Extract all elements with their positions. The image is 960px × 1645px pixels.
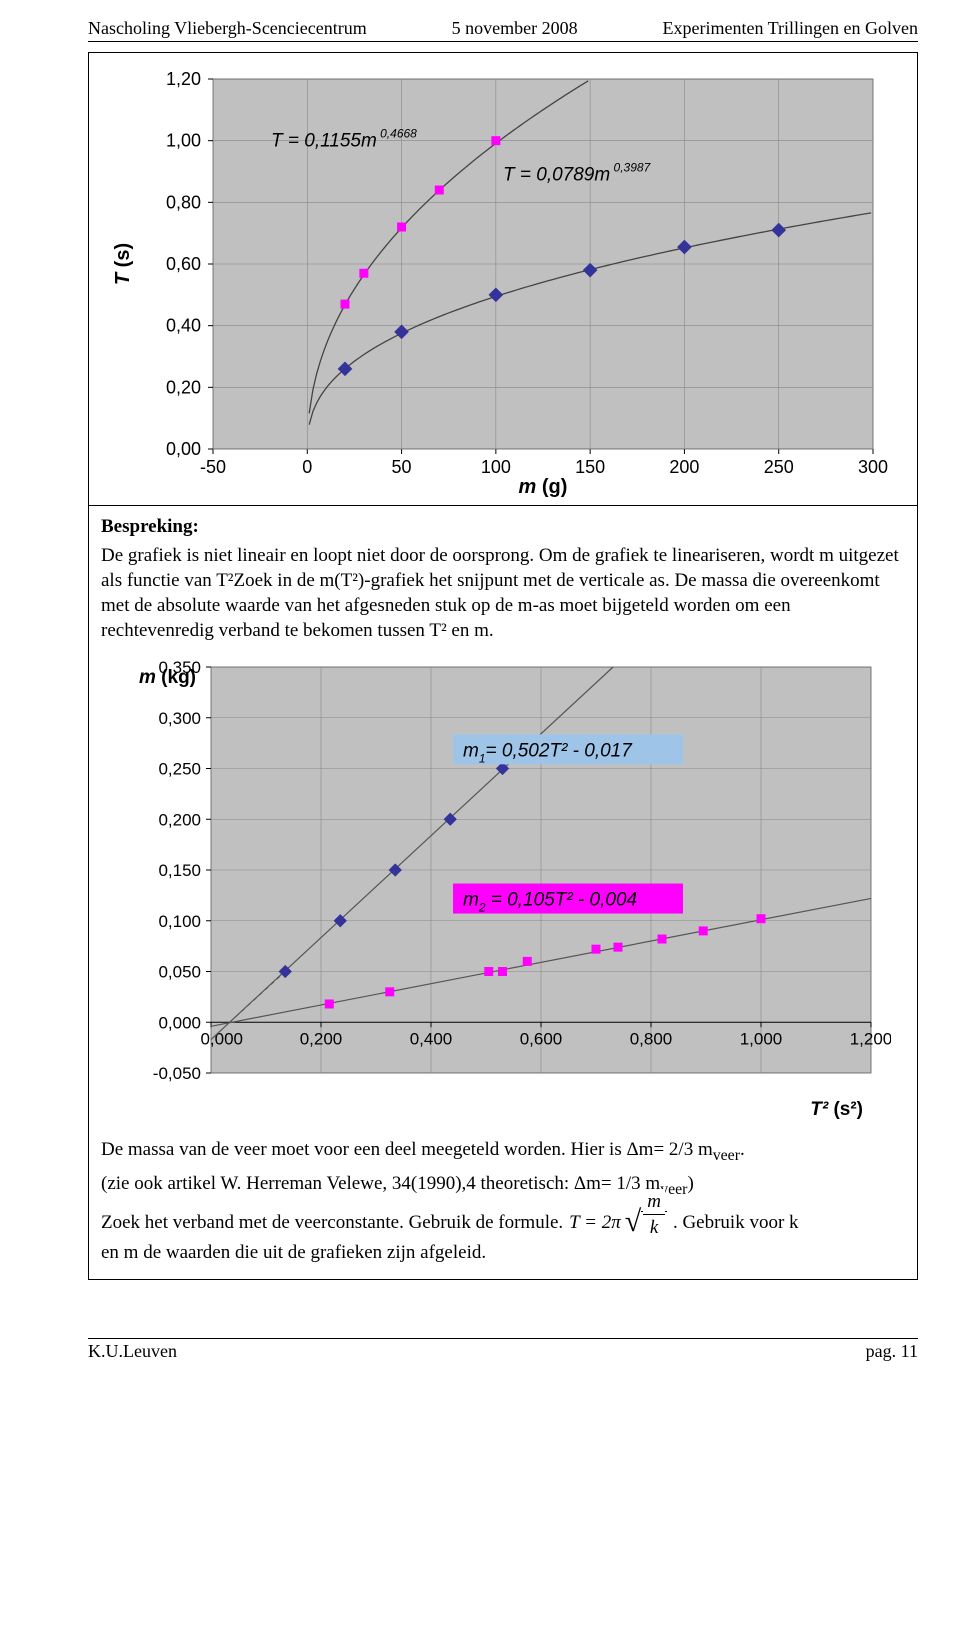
svg-text:1,200: 1,200	[850, 1030, 891, 1049]
header-left: Nascholing Vliebergh-Scenciecentrum	[88, 18, 367, 39]
svg-text:0,000: 0,000	[200, 1030, 243, 1049]
svg-text:0,20: 0,20	[166, 377, 201, 397]
discussion-p1: De grafiek is niet lineair en loopt niet…	[101, 543, 901, 643]
svg-text:0,200: 0,200	[158, 811, 201, 830]
sqrt-icon: √ m k	[625, 1205, 667, 1240]
svg-text:0,250: 0,250	[158, 760, 201, 779]
discussion-p5: en m de waarden die uit de grafieken zij…	[101, 1240, 901, 1265]
svg-text:1,20: 1,20	[166, 69, 201, 89]
svg-text:0,600: 0,600	[520, 1030, 563, 1049]
discussion-p3: (zie ook artikel W. Herreman Velewe, 34(…	[101, 1171, 901, 1201]
svg-text:1,00: 1,00	[166, 131, 201, 151]
discussion-title: Bespreking:	[101, 516, 199, 537]
chart1-container: -50 0 50 100 150 200 250 300 0,00 0,20 0,40 0,60 0,8…	[88, 52, 918, 506]
discussion-p2: De massa van de veer moet voor een deel …	[101, 1137, 901, 1167]
discussion-box: Bespreking: De grafiek is niet lineair e…	[88, 506, 918, 1280]
footer-left: K.U.Leuven	[88, 1341, 177, 1362]
svg-text:0: 0	[302, 457, 312, 477]
svg-text:0,000: 0,000	[158, 1014, 201, 1033]
footer-right: pag. 11	[866, 1341, 918, 1362]
svg-text:m (g): m (g)	[519, 476, 568, 497]
chart2-container: 0,000 0,200 0,400 0,600 0,800 1,000 1,200 -0,05…	[111, 653, 891, 1123]
svg-text:1,000: 1,000	[740, 1030, 783, 1049]
svg-text:0,00: 0,00	[166, 439, 201, 459]
svg-text:0,200: 0,200	[300, 1030, 343, 1049]
page-header: Nascholing Vliebergh-Scenciecentrum 5 no…	[88, 18, 918, 42]
header-right: Experimenten Trillingen en Golven	[663, 18, 918, 39]
svg-text:0,60: 0,60	[166, 254, 201, 274]
svg-text:150: 150	[575, 457, 605, 477]
svg-text:0,40: 0,40	[166, 316, 201, 336]
svg-text:0,80: 0,80	[166, 192, 201, 212]
svg-text:-50: -50	[200, 457, 226, 477]
page-footer: K.U.Leuven pag. 11	[88, 1338, 918, 1362]
svg-text:200: 200	[669, 457, 699, 477]
svg-text:300: 300	[858, 457, 888, 477]
svg-text:0,150: 0,150	[158, 861, 201, 880]
svg-text:0,400: 0,400	[410, 1030, 453, 1049]
svg-text:50: 50	[392, 457, 412, 477]
svg-text:T² (s²): T² (s²)	[810, 1099, 863, 1120]
chart1-svg: -50 0 50 100 150 200 250 300 0,00 0,20 0,40 0,60 0,8…	[103, 67, 893, 497]
svg-text:0,800: 0,800	[630, 1030, 673, 1049]
svg-text:100: 100	[481, 457, 511, 477]
svg-text:-0,050: -0,050	[153, 1064, 201, 1083]
svg-text:T (s): T (s)	[112, 243, 134, 285]
svg-text:250: 250	[764, 457, 794, 477]
svg-text:0,100: 0,100	[158, 912, 201, 931]
chart2-svg: 0,000 0,200 0,400 0,600 0,800 1,000 1,200 -0,05…	[111, 653, 891, 1123]
header-center: 5 november 2008	[452, 18, 578, 39]
svg-text:0,300: 0,300	[158, 709, 201, 728]
svg-text:0,050: 0,050	[158, 963, 201, 982]
svg-text:m (kg): m (kg)	[139, 667, 196, 688]
discussion-p4: Zoek het verband met de veerconstante. G…	[101, 1205, 901, 1240]
